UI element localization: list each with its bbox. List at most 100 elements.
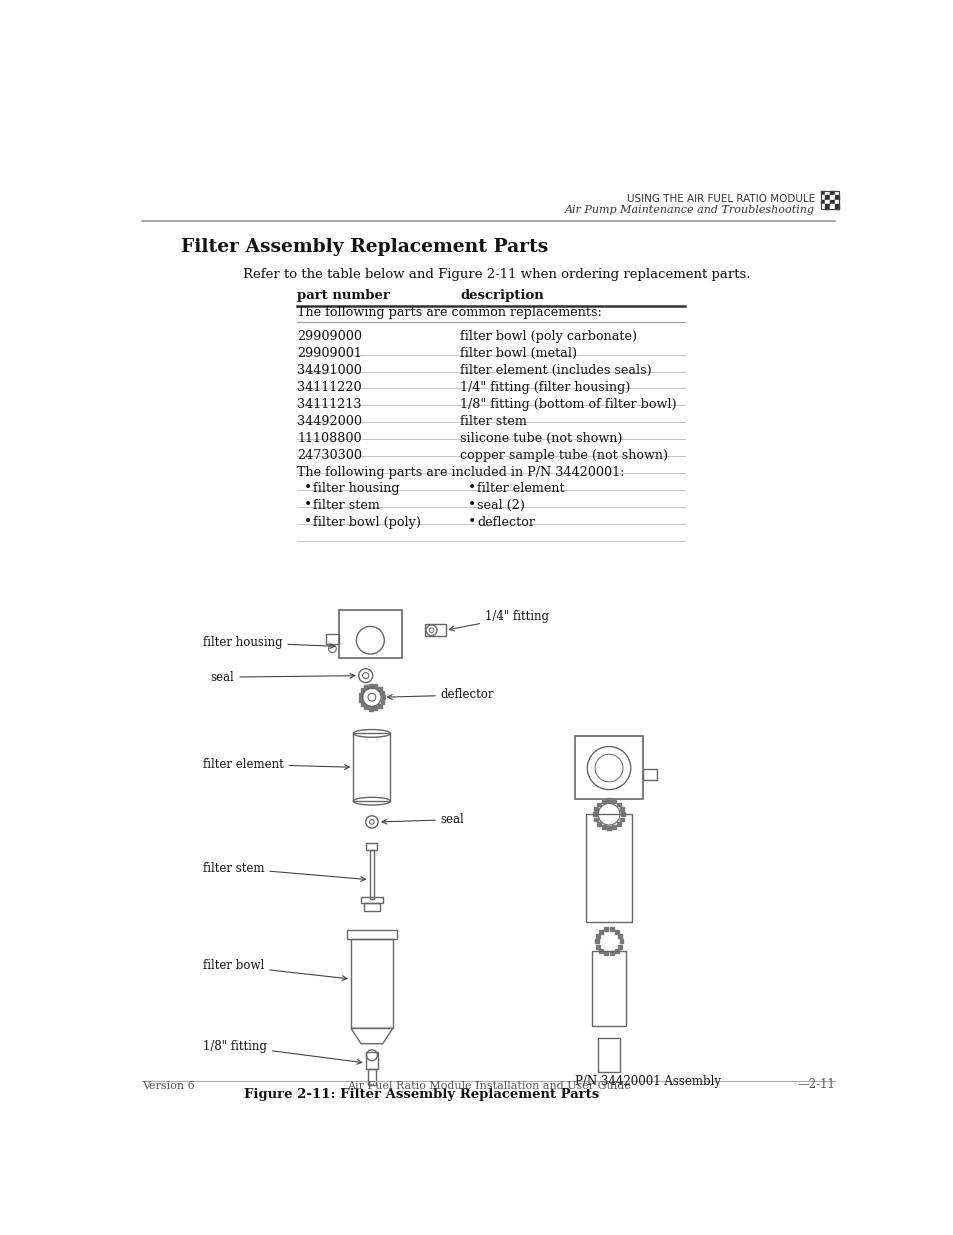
Text: filter stem: filter stem bbox=[203, 862, 365, 882]
Text: The following parts are included in P/N 34420001:: The following parts are included in P/N … bbox=[297, 466, 624, 478]
Bar bbox=[358, 698, 362, 701]
Bar bbox=[618, 945, 621, 948]
Text: seal: seal bbox=[211, 671, 355, 684]
Bar bbox=[374, 706, 377, 710]
Text: filter housing: filter housing bbox=[313, 483, 399, 495]
Bar bbox=[598, 930, 602, 934]
Bar bbox=[820, 190, 839, 209]
Bar bbox=[824, 205, 829, 209]
Bar bbox=[604, 927, 608, 931]
Text: 34111220: 34111220 bbox=[297, 380, 362, 394]
Bar bbox=[594, 940, 598, 944]
Bar bbox=[365, 1052, 377, 1070]
Text: 1/4" fitting (filter housing): 1/4" fitting (filter housing) bbox=[459, 380, 630, 394]
Text: 29909000: 29909000 bbox=[297, 330, 362, 343]
Bar bbox=[619, 806, 623, 811]
Bar bbox=[597, 823, 600, 826]
Text: filter bowl (metal): filter bowl (metal) bbox=[459, 347, 577, 359]
Bar bbox=[820, 190, 824, 195]
Bar bbox=[366, 842, 377, 851]
Bar bbox=[364, 685, 368, 689]
Text: filter element: filter element bbox=[476, 483, 564, 495]
Bar bbox=[614, 948, 618, 953]
Bar bbox=[612, 825, 616, 829]
Bar bbox=[360, 701, 364, 706]
Bar bbox=[617, 823, 620, 826]
Bar bbox=[618, 940, 622, 944]
Bar bbox=[368, 1070, 375, 1084]
Bar bbox=[360, 897, 382, 903]
Bar bbox=[381, 695, 385, 699]
Bar bbox=[380, 690, 384, 694]
Bar bbox=[618, 934, 621, 937]
Bar bbox=[594, 818, 598, 821]
Bar bbox=[596, 934, 599, 937]
Bar bbox=[820, 205, 824, 209]
Bar bbox=[829, 195, 834, 200]
Bar bbox=[614, 930, 618, 934]
Text: filter housing: filter housing bbox=[203, 636, 335, 650]
Bar bbox=[597, 803, 600, 806]
Text: —2-11: —2-11 bbox=[797, 1078, 835, 1092]
Bar bbox=[369, 851, 374, 899]
Bar bbox=[609, 927, 613, 931]
Text: Figure 2-11: Filter Assembly Replacement Parts: Figure 2-11: Filter Assembly Replacement… bbox=[244, 1088, 598, 1102]
Bar bbox=[380, 700, 384, 704]
Bar bbox=[594, 806, 598, 811]
Text: •: • bbox=[468, 482, 476, 495]
Bar bbox=[606, 826, 610, 830]
Bar bbox=[617, 803, 620, 806]
Text: 34492000: 34492000 bbox=[297, 415, 362, 427]
Bar bbox=[575, 736, 642, 799]
Text: 1/4" fitting: 1/4" fitting bbox=[449, 610, 549, 631]
Text: •: • bbox=[303, 515, 312, 530]
Bar bbox=[377, 687, 381, 690]
Text: USING THE AIR FUEL RATIO MODULE: USING THE AIR FUEL RATIO MODULE bbox=[626, 194, 815, 204]
Bar bbox=[598, 1037, 619, 1072]
Bar bbox=[829, 205, 834, 209]
Bar bbox=[425, 624, 445, 636]
Bar bbox=[347, 930, 396, 939]
Bar bbox=[603, 951, 608, 955]
Text: Filter Assembly Replacement Parts: Filter Assembly Replacement Parts bbox=[181, 238, 548, 256]
Bar bbox=[834, 195, 839, 200]
Text: Air Pump Maintenance and Troubleshooting: Air Pump Maintenance and Troubleshooting bbox=[564, 205, 815, 215]
Bar bbox=[834, 200, 839, 205]
Bar bbox=[353, 734, 390, 802]
Bar bbox=[601, 799, 605, 804]
Bar bbox=[824, 200, 829, 205]
Bar bbox=[593, 813, 597, 816]
Bar bbox=[364, 903, 379, 910]
Text: deflector: deflector bbox=[387, 688, 494, 701]
Text: 1/8" fitting (bottom of filter bowl): 1/8" fitting (bottom of filter bowl) bbox=[459, 398, 677, 411]
Text: 11108800: 11108800 bbox=[297, 432, 362, 445]
Text: 29909001: 29909001 bbox=[297, 347, 362, 359]
Text: seal: seal bbox=[382, 813, 464, 826]
Bar bbox=[592, 951, 625, 1026]
Text: part number: part number bbox=[297, 289, 390, 303]
Bar bbox=[351, 939, 393, 1029]
Bar bbox=[358, 693, 362, 697]
Bar bbox=[360, 688, 364, 693]
Text: •: • bbox=[468, 515, 476, 530]
Text: silicone tube (not shown): silicone tube (not shown) bbox=[459, 432, 622, 445]
Bar bbox=[620, 813, 624, 816]
Text: seal (2): seal (2) bbox=[476, 499, 525, 513]
Bar bbox=[369, 706, 373, 710]
Bar bbox=[369, 684, 373, 688]
Bar bbox=[829, 200, 834, 205]
Text: 34491000: 34491000 bbox=[297, 364, 362, 377]
Text: Version 6: Version 6 bbox=[142, 1082, 195, 1092]
Bar bbox=[834, 190, 839, 195]
Bar bbox=[642, 769, 657, 779]
Text: P/N 34420001 Assembly: P/N 34420001 Assembly bbox=[575, 1074, 720, 1088]
Bar bbox=[374, 684, 377, 688]
Text: filter bowl: filter bowl bbox=[203, 960, 347, 981]
Bar bbox=[820, 200, 824, 205]
Text: filter element (includes seals): filter element (includes seals) bbox=[459, 364, 651, 377]
Text: filter bowl (poly): filter bowl (poly) bbox=[313, 516, 420, 530]
Bar bbox=[326, 634, 338, 645]
Text: description: description bbox=[459, 289, 543, 303]
Bar bbox=[612, 799, 616, 804]
Text: •: • bbox=[468, 499, 476, 513]
